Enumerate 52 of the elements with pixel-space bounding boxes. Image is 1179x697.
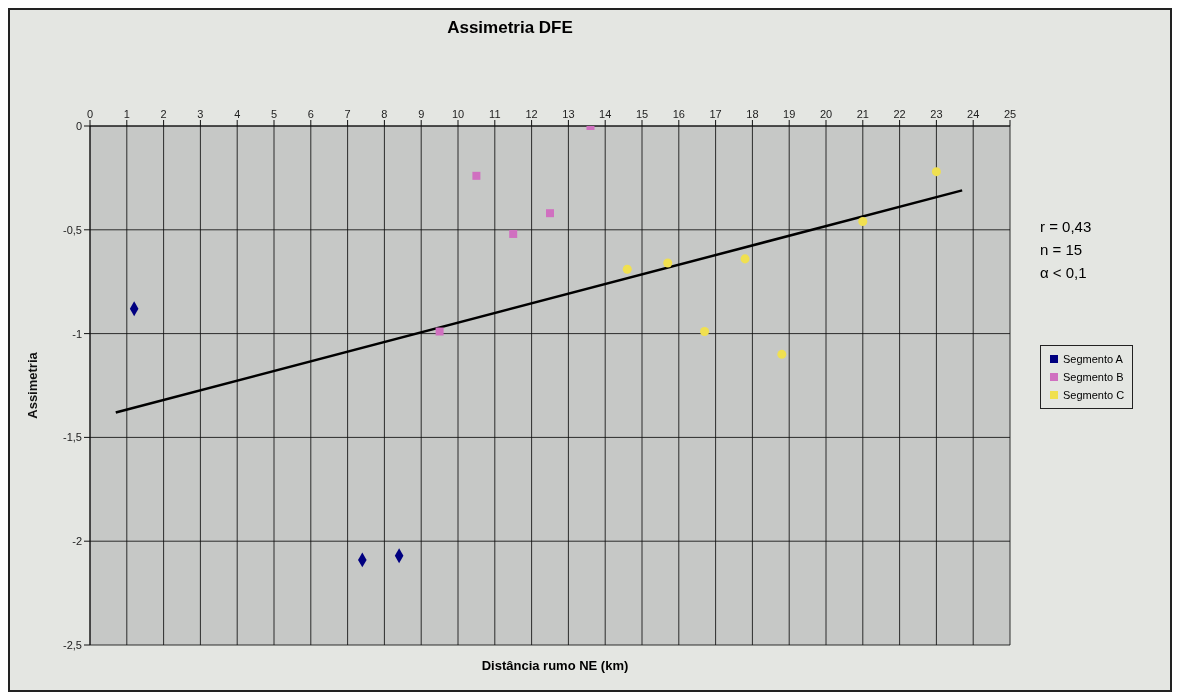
point <box>931 167 941 177</box>
x-tick-label: 8 <box>381 108 388 120</box>
x-tick-label: 10 <box>451 108 465 120</box>
point <box>700 327 710 337</box>
point <box>546 209 554 218</box>
y-axis-title: Assimetria <box>24 351 40 419</box>
point <box>777 349 787 359</box>
x-tick-label: 15 <box>635 108 649 120</box>
x-tick-label: 11 <box>489 108 501 120</box>
point <box>663 258 673 268</box>
x-axis-title: Distância rumo NE (km) <box>480 658 630 673</box>
text: n = 15 <box>1040 240 1084 260</box>
point <box>858 216 868 226</box>
text: α < 0,1 <box>1040 263 1088 283</box>
y-tick-label: -0,5 <box>63 223 82 236</box>
x-tick-label: 5 <box>270 108 278 120</box>
point <box>435 327 444 336</box>
x-tick-label: 17 <box>709 108 722 120</box>
x-tick-label: 25 <box>1003 108 1017 120</box>
x-tick-label: 23 <box>930 108 943 120</box>
point <box>622 264 632 274</box>
x-tick-label: 2 <box>160 108 167 120</box>
y-tick-label: -1 <box>72 327 82 340</box>
x-tick-label: 16 <box>672 108 685 120</box>
x-tick-label: 12 <box>525 108 538 120</box>
x-tick-label: 14 <box>599 108 612 120</box>
x-tick-label: 13 <box>562 108 575 120</box>
x-tick-label: 3 <box>197 108 204 120</box>
x-tick-label: 18 <box>746 108 759 120</box>
chart-title: Assimetria DFE <box>446 18 574 38</box>
legend-label: Segmento A <box>1063 352 1123 367</box>
y-tick-label: -2 <box>72 535 82 548</box>
y-tick-label: 0 <box>75 119 82 132</box>
point <box>740 254 750 264</box>
x-tick-label: 22 <box>893 108 906 120</box>
x-tick-label: 24 <box>967 108 980 120</box>
text: r = 0,43 <box>1040 217 1092 237</box>
legend-label: Segmento C <box>1063 388 1125 403</box>
x-tick-label: 6 <box>307 108 314 120</box>
x-tick-label: 19 <box>783 108 796 120</box>
x-tick-label: 4 <box>234 108 241 120</box>
x-tick-label: 7 <box>344 108 351 120</box>
x-tick-label: 1 <box>123 108 130 120</box>
y-tick-label: -2,5 <box>63 638 82 651</box>
y-tick-label: -1,5 <box>63 431 82 444</box>
x-tick-label: 0 <box>86 108 94 120</box>
legend-label: Segmento B <box>1063 370 1124 385</box>
point <box>509 229 518 238</box>
x-tick-label: 9 <box>418 108 425 120</box>
x-tick-label: 21 <box>856 108 869 120</box>
x-tick-label: 20 <box>819 108 833 120</box>
point <box>472 171 481 180</box>
